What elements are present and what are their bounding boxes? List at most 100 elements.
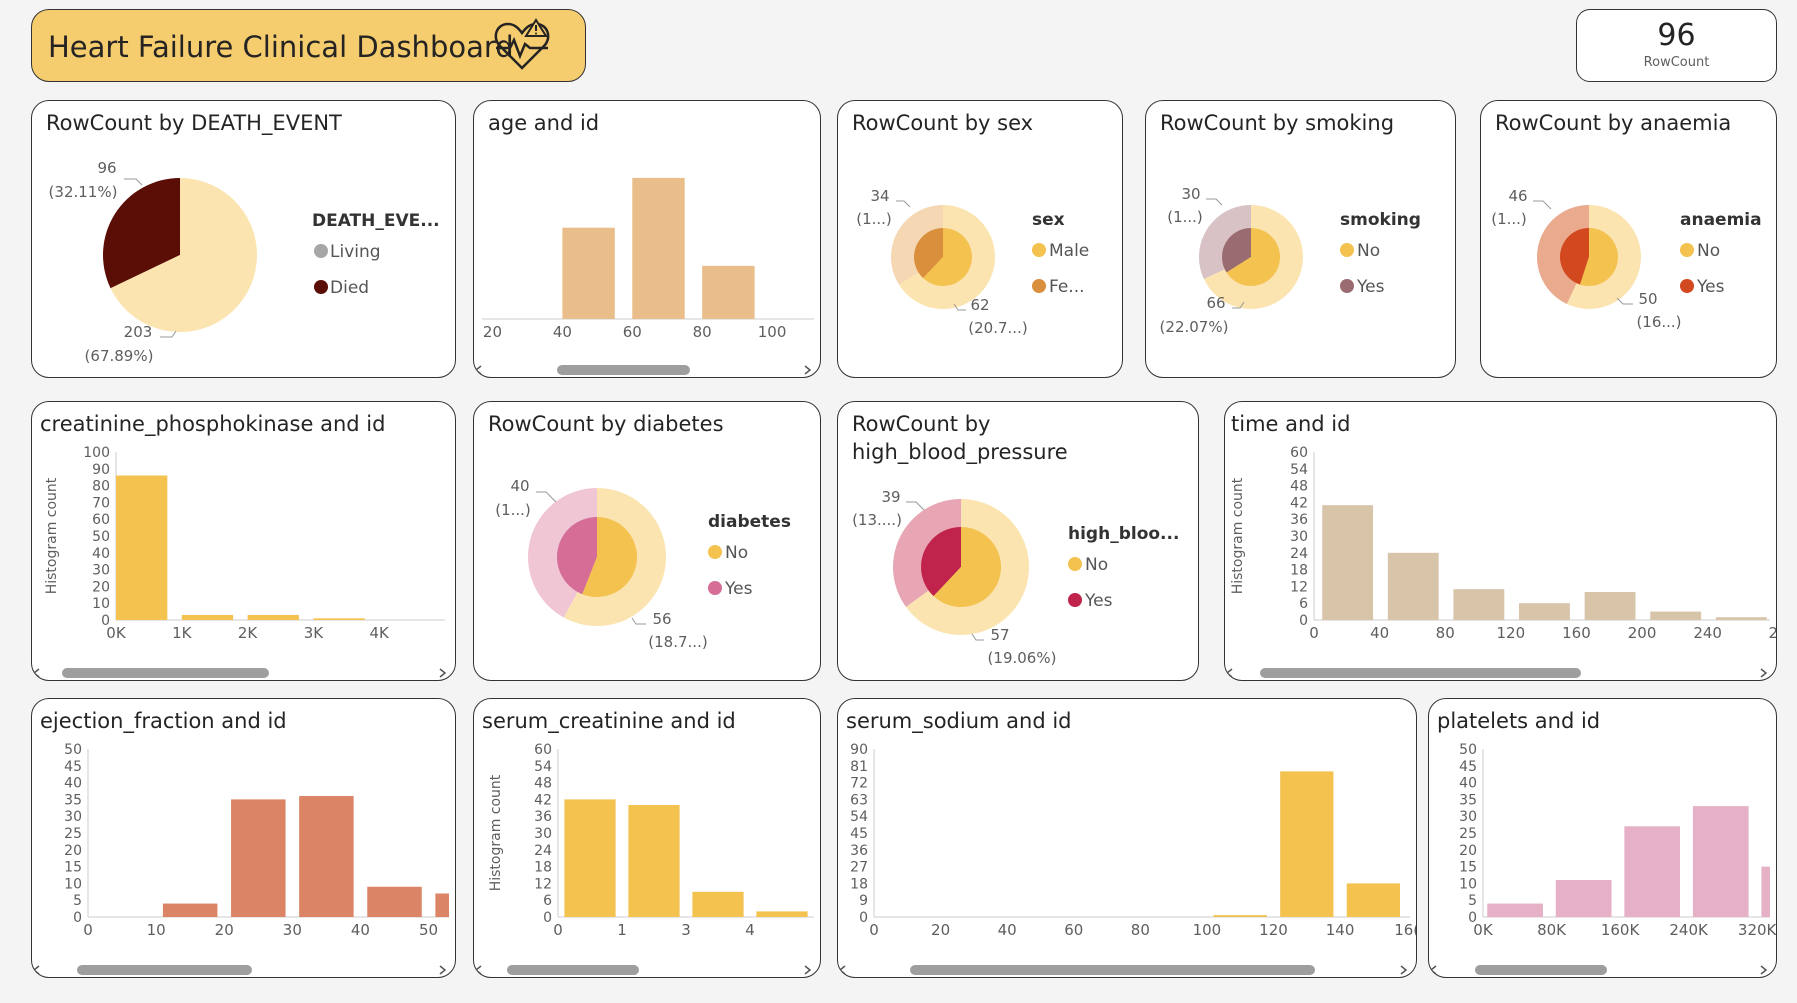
data-label-value: 62 [970,296,989,314]
legend-marker [1340,279,1354,293]
data-label-pct: (22.07%) [1160,318,1229,336]
x-tick-label: 1 [617,921,627,939]
anaemia-donut-chart[interactable]: 46 (1...) 50 (16...) anaemia No Yes [1481,101,1777,378]
histogram-bar [632,177,685,319]
scroll-left-arrow [474,365,482,375]
donut-inner-slice [1580,228,1618,286]
y-tick-label: 50 [1459,742,1477,758]
x-tick-label: 30 [283,921,302,939]
chart-title: RowCount by sex [852,111,1034,135]
y-axis-title: Histogram count [1230,477,1246,594]
leader-line [124,178,143,186]
legend-label: No [1357,241,1380,261]
histogram-bar [1346,883,1401,917]
donut-inner-slice [921,527,961,597]
histogram-bar [1624,826,1681,917]
platelets-histogram-card[interactable]: platelets and id 0 5 10 15 20 25 30 35 40 45 50 0K 8… [1428,698,1777,978]
x-tick-label: 10 [147,921,166,939]
anaemia-donut-card[interactable]: RowCount by anaemia 46 (1...) 50 (16...) ana… [1480,100,1777,378]
histogram-bar [313,618,365,620]
y-tick-label: 80 [92,479,110,495]
na-histogram-card[interactable]: serum_sodium and id 0 9 18 27 36 45 54 63 72 81 90… [837,698,1417,978]
x-tick-label: 120 [1259,921,1288,939]
sc-histogram-card[interactable]: serum_creatinine and id 0 6 12 18 24 30 36 42 48… [473,698,821,978]
time-histogram-card[interactable]: time and id 0 6 12 18 24 30 36 42 48 54 60 0 40 80 120… [1224,401,1777,681]
histogram-bar [702,265,755,319]
histogram-bar [435,893,449,917]
x-tick-label: 20 [483,323,502,341]
y-tick-label: 35 [64,792,82,808]
smoking-donut-chart[interactable]: 30 (1...) 66 (22.07%) smoking No Yes [1146,101,1456,378]
y-tick-label: 42 [1290,495,1308,511]
scrollbar-thumb [62,668,269,678]
histogram-bar [1387,552,1439,620]
x-tick-label: 0 [83,921,93,939]
x-tick-label: 80 [1436,624,1455,642]
smoking-donut-card[interactable]: RowCount by smoking 30 (1...) 66 (22.07%) sm… [1145,100,1456,378]
death-event-pie-card[interactable]: RowCount by DEATH_EVENT 96 (32.11%) 203 (67… [31,100,456,378]
hbp-donut-card[interactable]: RowCount by high_blood_pressure 39 (13...… [837,401,1199,681]
ef-histogram-card[interactable]: ejection_fraction and id 0 5 10 15 20 25 30 35 4… [31,698,456,978]
sex-donut-chart[interactable]: 34 (1...) 62 (20.7...) sex Male Fe... [838,101,1123,378]
x-tick-label: 4K [370,624,391,642]
legend-title: sex [1032,210,1065,230]
y-tick-label: 10 [1459,876,1477,892]
legend-marker [1068,593,1082,607]
histogram-bar [1650,611,1702,620]
chart-title: ejection_fraction and id [40,709,287,733]
chart-title: serum_sodium and id [846,709,1072,733]
legend-marker [708,545,722,559]
scrollbar-thumb [1475,965,1607,975]
y-tick-label: 0 [1468,910,1477,926]
age-histogram-card[interactable]: age and id 20 40 60 80 100 [473,100,821,378]
sex-donut-card[interactable]: RowCount by sex 34 (1...) 62 (20.7...) sex Ma… [837,100,1123,378]
x-tick-label: 100 [1193,921,1222,939]
y-tick-label: 40 [92,546,110,562]
y-tick-label: 20 [1459,843,1477,859]
histogram-bar [1715,617,1767,620]
diabetes-donut-card[interactable]: RowCount by diabetes 40 (1...) 56 (18.7...)… [473,401,821,681]
y-tick-label: 60 [1290,445,1308,461]
x-tick-label: 50 [419,921,438,939]
y-tick-label: 36 [850,843,868,859]
x-tick-label: 80 [1131,921,1150,939]
legend-marker [1340,243,1354,257]
legend-label: Yes [1084,591,1113,611]
histogram-bar [1280,771,1334,917]
hbp-donut-chart[interactable]: 39 (13....) 57 (19.06%) high_bloo... No Yes [838,402,1199,681]
histogram-bar [1692,806,1749,917]
y-tick-label: 24 [1290,546,1308,562]
chart-title: RowCount by diabetes [488,412,724,436]
data-label-pct: (67.89%) [85,347,154,365]
y-tick-label: 25 [64,826,82,842]
cpk-histogram-card[interactable]: creatinine_phosphokinase and id 0 10 20 30 4… [31,401,456,681]
histogram-bar [1584,592,1636,620]
legend-marker [1032,243,1046,257]
y-tick-label: 90 [850,742,868,758]
diabetes-donut-chart[interactable]: 40 (1...) 56 (18.7...) diabetes No Yes [474,402,821,681]
y-tick-label: 25 [1459,826,1477,842]
y-tick-label: 70 [92,495,110,511]
y-tick-label: 54 [534,759,552,775]
y-tick-label: 40 [1459,776,1477,792]
legend-label: Male [1049,241,1089,261]
y-tick-label: 50 [92,529,110,545]
legend-label: Fe... [1049,277,1085,297]
y-tick-label: 24 [534,843,552,859]
y-tick-label: 6 [543,893,552,909]
age-histogram-chart[interactable]: 20 40 60 80 100 [474,101,821,378]
x-tick-label: 40 [1370,624,1389,642]
histogram-bar [1555,880,1612,917]
data-label-pct: (32.11%) [49,183,118,201]
death-event-pie-chart[interactable]: 96 (32.11%) 203 (67.89%) DEATH_EVE... Living D… [32,101,456,378]
chart-title: RowCount by smoking [1160,111,1395,135]
y-tick-label: 30 [1459,809,1477,825]
donut-inner-slice [914,228,943,279]
scrollbar-thumb [910,965,1315,975]
